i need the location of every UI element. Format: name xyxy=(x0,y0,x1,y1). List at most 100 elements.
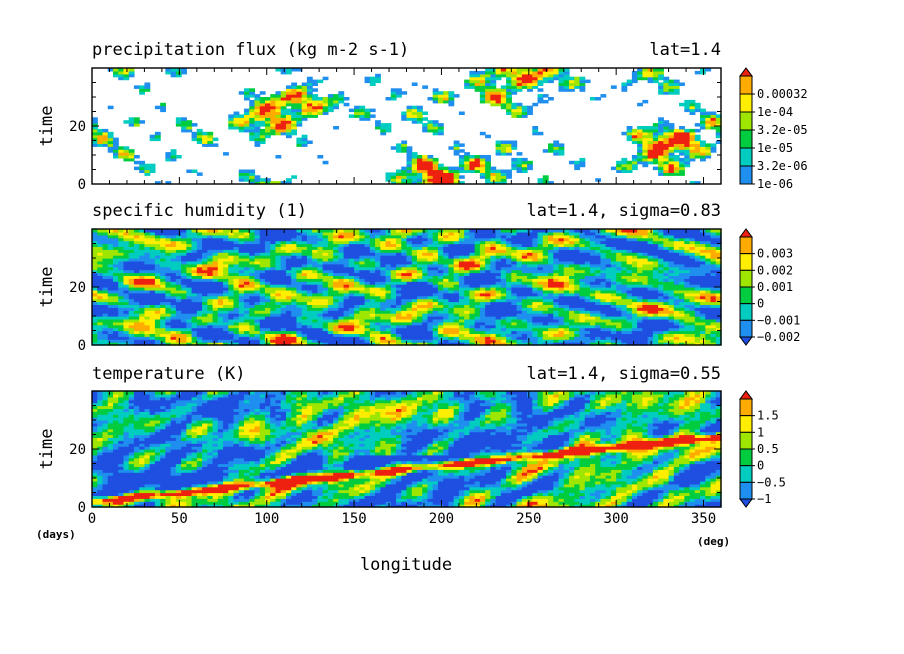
heatmap-cell xyxy=(684,327,691,332)
heatmap-cell xyxy=(432,163,439,168)
heatmap-cell xyxy=(175,313,182,317)
heatmap-cell xyxy=(223,152,229,156)
heatmap-cell xyxy=(663,137,670,142)
heatmap-cell xyxy=(511,88,518,92)
heatmap-cell xyxy=(165,324,172,329)
heatmap-cell xyxy=(479,163,486,168)
heatmap-cell xyxy=(380,316,387,320)
heatmap-cell xyxy=(422,157,429,162)
heatmap-cell xyxy=(217,342,224,346)
heatmap-cell xyxy=(521,79,528,84)
heatmap-cell xyxy=(123,316,130,320)
heatmap-cell xyxy=(673,327,680,332)
heatmap-cell xyxy=(553,310,560,314)
heatmap-cell xyxy=(97,316,104,320)
heatmap-cell xyxy=(568,318,575,323)
heatmap-cell xyxy=(469,166,476,171)
heatmap-cell xyxy=(448,318,455,323)
heatmap-cell xyxy=(317,97,324,101)
heatmap-cell xyxy=(270,333,277,337)
heatmap-cell xyxy=(202,318,208,323)
heatmap-cell xyxy=(668,324,675,329)
heatmap-cell xyxy=(259,123,266,127)
heatmap-cell xyxy=(527,76,533,81)
heatmap-cell xyxy=(275,327,282,332)
heatmap-cell xyxy=(118,313,125,317)
heatmap-cell xyxy=(563,336,570,340)
heatmap-cell xyxy=(647,330,654,334)
heatmap-cell xyxy=(563,88,570,92)
heatmap-cell xyxy=(107,342,114,346)
heatmap-cell xyxy=(658,82,664,86)
heatmap-cell xyxy=(527,85,533,89)
heatmap-cell xyxy=(485,333,491,337)
heatmap-cell xyxy=(579,79,586,84)
heatmap-cell xyxy=(710,123,717,127)
heatmap-cell xyxy=(181,310,187,314)
heatmap-cell xyxy=(170,157,177,162)
heatmap-cell xyxy=(254,131,261,136)
heatmap-cell xyxy=(469,336,476,340)
heatmap-cell xyxy=(254,310,261,314)
heatmap-cell xyxy=(443,333,450,337)
heatmap-cell xyxy=(579,318,586,323)
heatmap-cell xyxy=(238,128,245,133)
heatmap-cell xyxy=(112,316,119,320)
heatmap-cell xyxy=(527,111,533,115)
heatmap-cell xyxy=(92,336,98,340)
heatmap-cell xyxy=(244,172,250,176)
heatmap-cell xyxy=(511,143,518,147)
heatmap-cell xyxy=(406,117,413,121)
heatmap-cell xyxy=(610,310,617,314)
heatmap-cell xyxy=(333,336,339,340)
heatmap-cell xyxy=(668,79,675,84)
heatmap-cell xyxy=(589,324,596,329)
heatmap-cell xyxy=(107,307,114,311)
heatmap-cell xyxy=(542,327,549,332)
heatmap-cell xyxy=(422,166,429,171)
heatmap-cell xyxy=(306,327,313,332)
heatmap-cell xyxy=(511,140,518,144)
heatmap-cell xyxy=(422,316,429,320)
heatmap-cell xyxy=(92,134,98,139)
heatmap-cell xyxy=(705,123,712,127)
heatmap-cell xyxy=(238,120,245,124)
heatmap-cell xyxy=(396,146,402,150)
heatmap-cell xyxy=(411,152,418,156)
heatmap-cell xyxy=(700,155,706,159)
heatmap-cell xyxy=(485,172,491,176)
heatmap-cell xyxy=(673,149,680,153)
heatmap-cell xyxy=(359,336,366,340)
heatmap-cell xyxy=(506,68,512,72)
heatmap-cell xyxy=(144,85,151,89)
heatmap-cell xyxy=(306,91,313,95)
heatmap-cell xyxy=(663,313,670,317)
heatmap-cell xyxy=(338,313,345,317)
heatmap-cell xyxy=(673,166,680,171)
heatmap-cell xyxy=(396,88,402,92)
heatmap-cell xyxy=(202,134,208,139)
heatmap-cell xyxy=(380,327,387,332)
heatmap-cell xyxy=(416,327,423,332)
heatmap-cell xyxy=(679,128,685,133)
heatmap-cell xyxy=(668,172,675,176)
heatmap-cell xyxy=(652,146,659,150)
heatmap-cell xyxy=(595,339,602,343)
heatmap-cell xyxy=(97,307,104,311)
heatmap-cell xyxy=(479,85,486,89)
heatmap-cell xyxy=(642,155,649,159)
heatmap-cell xyxy=(338,330,345,334)
heatmap-cell xyxy=(296,105,303,110)
heatmap-cell xyxy=(154,105,161,110)
heatmap-cell xyxy=(280,316,287,320)
heatmap-cell xyxy=(548,333,554,337)
heatmap-cell xyxy=(259,111,266,115)
heatmap-cell xyxy=(495,316,502,320)
heatmap-cell xyxy=(123,152,130,156)
heatmap-cell xyxy=(548,310,554,314)
heatmap-cell xyxy=(652,310,659,314)
heatmap-cell xyxy=(160,316,166,320)
heatmap-cell xyxy=(469,333,476,337)
heatmap-cell xyxy=(506,143,512,147)
heatmap-cell xyxy=(626,339,633,343)
